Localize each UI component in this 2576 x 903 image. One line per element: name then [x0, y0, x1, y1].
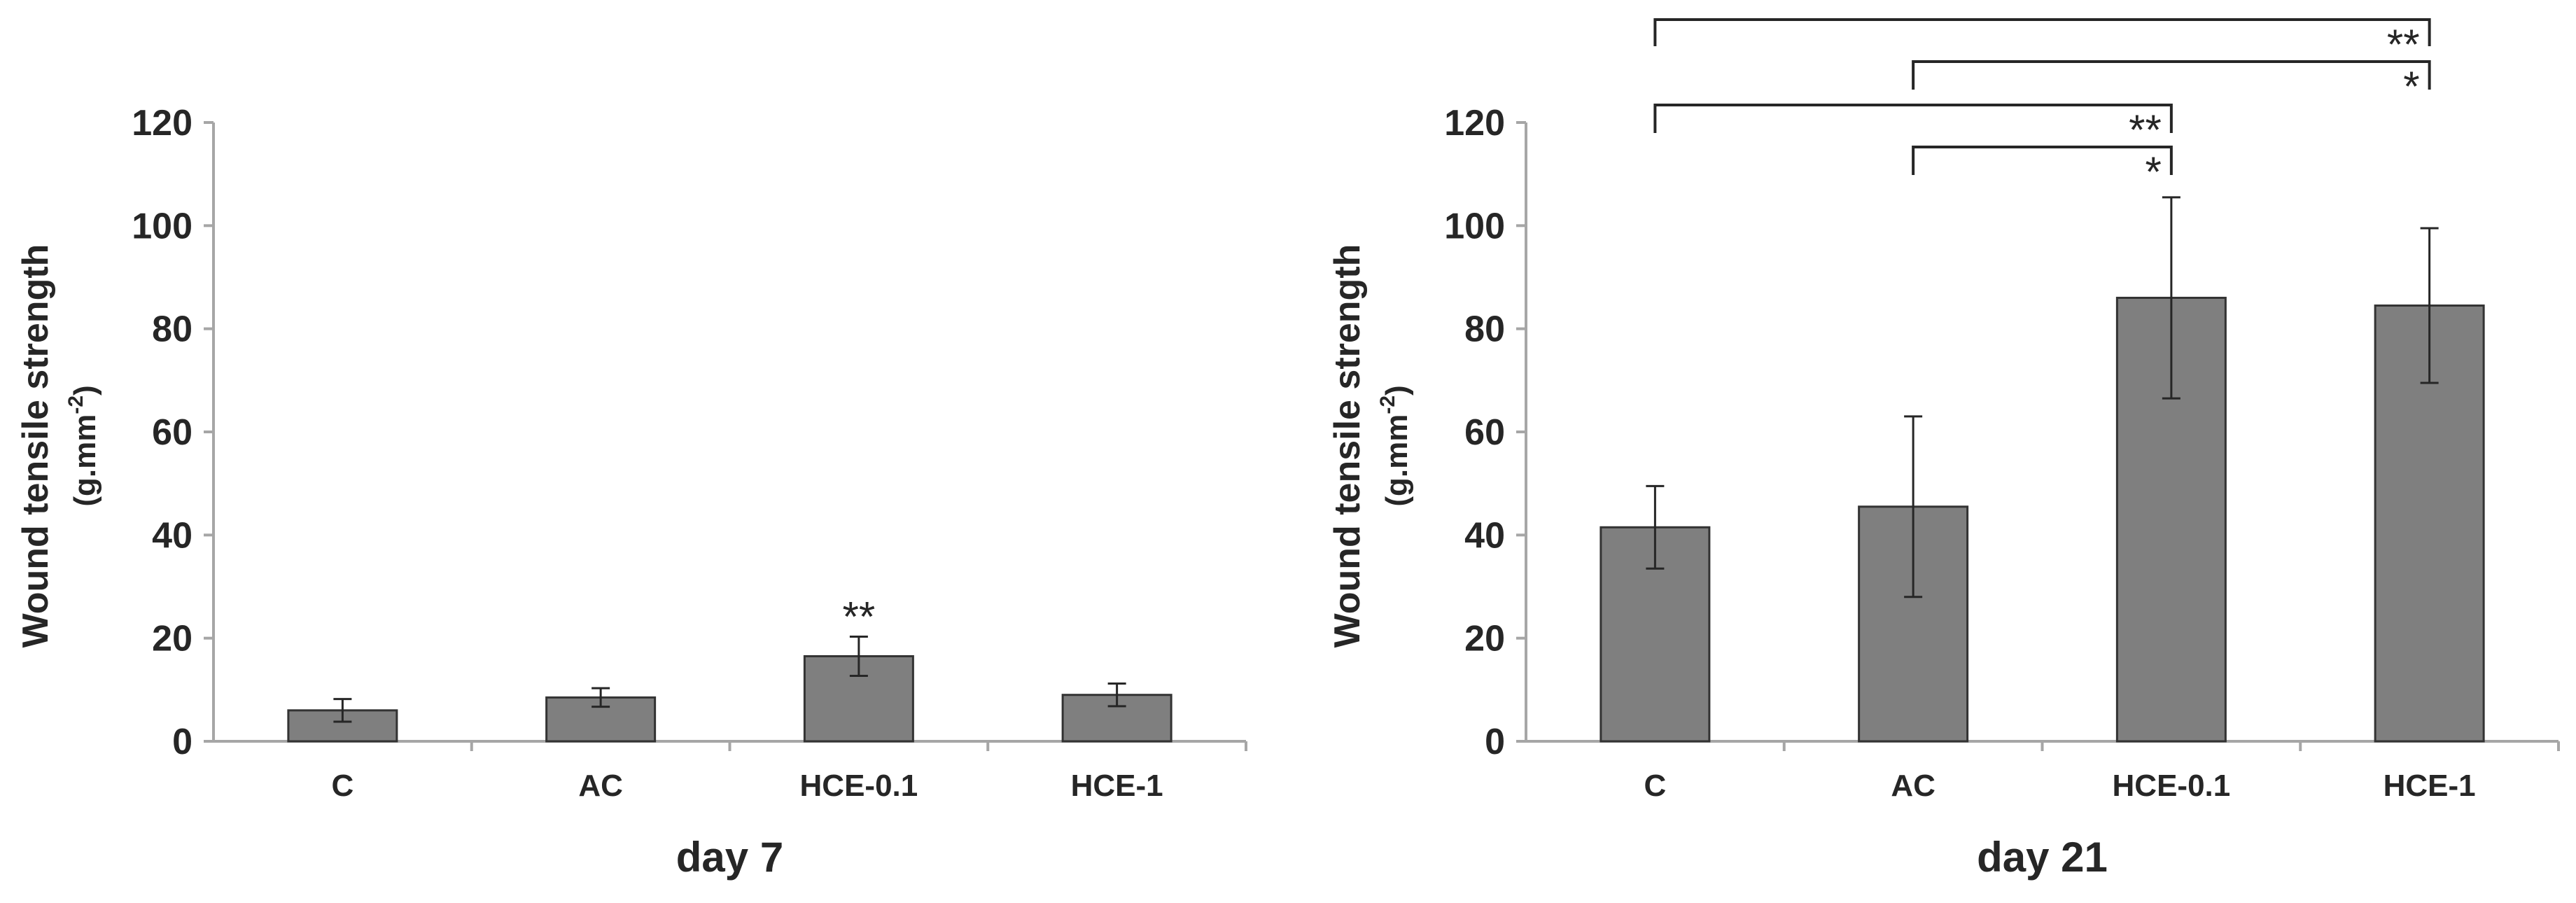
y-tick-label: 60: [152, 412, 192, 453]
y-axis-unit-text: (g.mm: [1380, 414, 1414, 507]
y-tick-label: 120: [1444, 103, 1505, 144]
y-axis-unit: (g.mm-2): [1376, 385, 1414, 506]
y-tick-label: 80: [152, 309, 192, 350]
y-tick-label: 0: [1485, 722, 1505, 762]
significance-bracket: [1912, 146, 2173, 175]
x-category-label: AC: [1891, 769, 1935, 803]
y-axis-unit-close: ): [1380, 385, 1414, 396]
y-axis-unit: (g.mm-2): [64, 385, 102, 506]
y-axis-label: Wound tensile strength: [15, 244, 56, 648]
y-axis-unit-superscript: -2: [1376, 396, 1399, 414]
y-tick-label: 60: [1464, 412, 1505, 453]
x-category-label: HCE-0.1: [2113, 769, 2231, 803]
x-category-label: HCE-1: [2384, 769, 2476, 803]
significance-bracket: [1912, 60, 2431, 90]
x-axis-title: day 7: [676, 834, 783, 881]
x-category-label: AC: [578, 769, 623, 803]
y-tick-label: 80: [1464, 309, 1505, 350]
significance-bracket-label: *: [2403, 63, 2419, 110]
x-category-label: HCE-0.1: [800, 769, 918, 803]
x-category-label: HCE-1: [1071, 769, 1163, 803]
y-tick-label: 40: [152, 515, 192, 556]
x-axis-title: day 21: [1977, 834, 2108, 881]
y-axis-unit-text: (g.mm: [68, 414, 102, 507]
significance-bracket: [1653, 104, 2173, 133]
y-tick-label: 20: [1464, 619, 1505, 659]
bar: [287, 709, 398, 743]
significance-bracket-label: *: [2146, 148, 2162, 195]
y-tick-label: 0: [172, 722, 192, 762]
y-tick-label: 100: [132, 206, 192, 246]
y-tick-label: 100: [1444, 206, 1505, 246]
significance-bracket-label: **: [2387, 21, 2420, 68]
significance-annotation: **: [843, 593, 876, 640]
y-axis-label: Wound tensile strength: [1327, 244, 1368, 648]
y-tick-label: 120: [132, 103, 192, 144]
x-category-label: C: [331, 769, 354, 803]
y-tick-label: 40: [1464, 515, 1505, 556]
significance-bracket: [1653, 18, 2431, 46]
x-category-label: C: [1644, 769, 1666, 803]
y-tick-label: 20: [152, 619, 192, 659]
y-axis-unit-close: ): [68, 385, 102, 396]
significance-bracket-label: **: [2129, 106, 2162, 153]
y-axis-unit-superscript: -2: [64, 396, 88, 414]
